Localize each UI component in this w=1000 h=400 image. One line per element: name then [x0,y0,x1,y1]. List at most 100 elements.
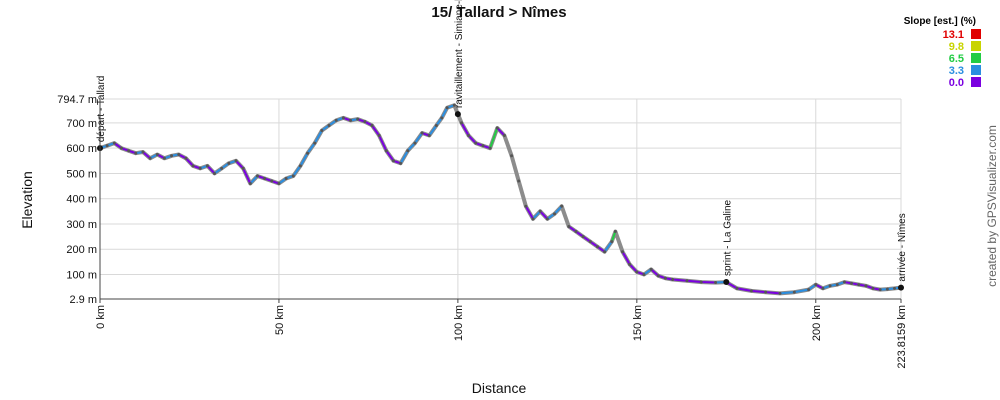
legend-swatch [971,53,981,63]
elevation-point [502,134,506,138]
elevation-point [642,272,646,276]
elevation-point [370,123,374,127]
elevation-point [459,121,463,125]
elevation-point [749,289,753,293]
elevation-point [306,151,310,155]
elevation-point [134,151,138,155]
legend-label: 0.0 [949,77,964,89]
elevation-point [391,159,395,163]
elevation-point [821,286,825,290]
slope-segment [234,159,245,170]
slope-segment [603,240,613,253]
slope-segment [628,263,638,273]
slope-segment [378,134,388,152]
waypoint-dot [898,284,904,291]
elevation-point [685,279,689,283]
slope-segment [650,268,660,277]
elevation-point [148,156,152,160]
slope-segment [685,279,703,284]
legend-swatch [971,65,981,75]
elevation-point [263,176,267,180]
elevation-point [141,150,145,154]
elevation-point [162,156,166,160]
slope-segment [524,205,535,220]
elevation-point [574,230,578,234]
y-tick-label: 500 m [66,168,97,180]
elevation-point [603,250,607,254]
x-axis-title: Distance [472,380,527,396]
elevation-profile [98,103,903,296]
legend-label: 3.3 [949,65,964,77]
slope-segment [671,278,688,282]
elevation-point [191,164,195,168]
elevation-point [112,141,116,145]
legend-label: 9.8 [949,41,964,53]
elevation-point [327,123,331,127]
elevation-point [284,176,288,180]
slope-segment [467,134,477,145]
elevation-point [155,152,159,156]
elevation-point [814,283,818,287]
elevation-point [842,280,846,284]
elevation-point [334,118,338,122]
elevation-point [474,141,478,145]
slope-segment [553,205,563,215]
elevation-point [835,283,839,287]
y-tick-labels: 2.9 m 100 m 200 m 300 m 400 m 500 m 600 m 700 m… [57,94,97,306]
slope-segment [385,149,395,162]
slope-segment [700,281,717,284]
y-tick-label: 794.7 m [57,94,97,106]
waypoint-dot [454,111,461,118]
elevation-point [119,146,123,150]
elevation-point [177,152,181,156]
elevation-point [553,212,557,216]
slope-segment [313,129,323,145]
slope-segment [489,126,499,150]
elevation-point [857,283,861,287]
elevation-point [649,267,653,271]
y-tick-label: 2.9 m [69,294,97,306]
slope-segment [460,121,470,137]
elevation-point [524,204,528,208]
elevation-point [434,123,438,127]
elevation-point [234,159,238,163]
y-tick-label: 600 m [66,143,97,155]
slope-segment [435,116,443,127]
elevation-point [663,276,667,280]
legend-label: 6.5 [949,53,964,65]
elevation-point [610,240,614,244]
y-tick-label: 300 m [66,219,97,231]
elevation-point [581,235,585,239]
elevation-point [656,274,660,278]
slope-segment [621,250,631,266]
elevation-point [270,179,274,183]
slope-segment [413,132,424,145]
slope-segment [292,164,302,177]
elevation-point [248,182,252,186]
elevation-point [621,250,625,254]
x-tick-labels: 0 km 50 km 100 km 150 km 200 km 223.8159 km [95,305,908,369]
slope-segment [539,210,549,220]
elevation-point [635,270,639,274]
elevation-point [277,182,281,186]
elevation-point [864,284,868,288]
waypoint-label: ravitaillement - Simiane-la-Rotonde [454,0,465,108]
x-tick-label: 50 km [274,305,286,335]
slope-segment [306,142,316,155]
slope-segment [141,150,152,160]
y-tick-label: 400 m [66,194,97,206]
elevation-point [313,141,317,145]
elevation-point [531,217,535,221]
elevation-point [363,120,367,124]
slope-segment [496,126,506,137]
elevation-point [560,204,564,208]
slope-segment [428,124,438,137]
elevation-point [406,149,410,153]
elevation-point [377,134,381,138]
elevation-point [588,240,592,244]
elevation-point [538,209,542,213]
slope-segment [440,106,449,119]
elevation-point [170,154,174,158]
elevation-point [440,116,444,120]
elevation-point [567,224,571,228]
